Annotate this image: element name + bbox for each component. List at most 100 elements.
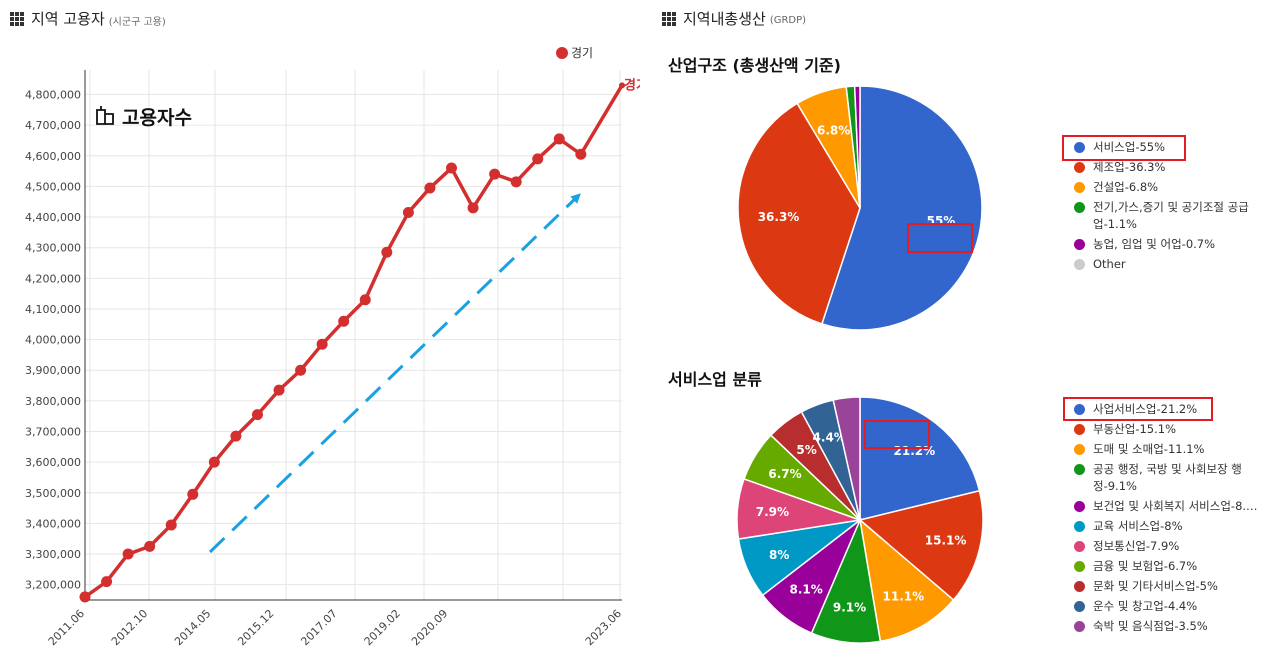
pie-slice bbox=[820, 85, 983, 331]
service-breakdown-title: 서비스업 분류 bbox=[668, 370, 762, 389]
legend-swatch bbox=[1074, 239, 1085, 250]
pie-slice-label: 8.1% bbox=[789, 583, 822, 597]
legend-label: 운수 및 창고업-4.4% bbox=[1093, 599, 1198, 613]
legend-swatch bbox=[556, 47, 568, 59]
legend-swatch bbox=[1074, 444, 1085, 455]
legend-item[interactable]: 교육 서비스업-8% bbox=[1074, 518, 1274, 535]
data-point bbox=[144, 540, 156, 552]
x-tick-label: 2012.10 bbox=[109, 607, 150, 648]
pie-slice-label: 6.7% bbox=[768, 467, 801, 481]
legend-item[interactable]: 공공 행정, 국방 및 사회보장 행정-9.1% bbox=[1074, 461, 1274, 495]
data-point bbox=[619, 82, 625, 89]
legend-item[interactable]: 숙박 및 음식점업-3.5% bbox=[1074, 618, 1274, 635]
data-point bbox=[122, 548, 134, 560]
legend-label: 문화 및 기타서비스업-5% bbox=[1093, 579, 1218, 593]
legend-label: 사업서비스업-21.2% bbox=[1093, 402, 1198, 416]
employment-panel-header: 지역 고용자 (시군구 고용) bbox=[10, 8, 166, 29]
series-end-label: 경기 bbox=[624, 77, 640, 93]
pie-slice-label: 7.9% bbox=[756, 505, 789, 519]
legend-item[interactable]: 보건업 및 사회복지 서비스업-8.… bbox=[1074, 498, 1274, 515]
legend-swatch bbox=[1074, 621, 1085, 632]
employment-panel-title: 지역 고용자 bbox=[31, 10, 105, 28]
building-icon bbox=[96, 106, 114, 125]
legend-item[interactable]: 전기,가스,증기 및 공기조절 공급업-1.1% bbox=[1074, 199, 1274, 233]
legend-item[interactable]: 제조업-36.3% bbox=[1074, 159, 1274, 176]
legend-swatch bbox=[1074, 424, 1085, 435]
legend-swatch bbox=[1074, 259, 1085, 270]
legend-swatch bbox=[1074, 601, 1085, 612]
y-tick-label: 4,500,000 bbox=[25, 180, 81, 193]
y-tick-label: 4,000,000 bbox=[25, 334, 81, 347]
y-tick-label: 3,800,000 bbox=[25, 395, 81, 408]
legend-swatch bbox=[1074, 182, 1085, 193]
x-tick-label: 2017.07 bbox=[298, 607, 339, 648]
y-tick-label: 3,500,000 bbox=[25, 487, 81, 500]
data-point bbox=[208, 456, 220, 468]
pie-slice-label: 5% bbox=[796, 443, 816, 457]
legend-item[interactable]: 농업, 임업 및 어업-0.7% bbox=[1074, 236, 1274, 253]
y-tick-label: 3,200,000 bbox=[25, 579, 81, 592]
pie-slice-label: 9.1% bbox=[833, 600, 866, 614]
legend-swatch bbox=[1074, 464, 1085, 475]
legend-item[interactable]: 부동산업-15.1% bbox=[1074, 421, 1274, 438]
legend-swatch bbox=[1074, 521, 1085, 532]
pie-slice bbox=[853, 85, 861, 209]
y-tick-label: 3,400,000 bbox=[25, 517, 81, 530]
y-tick-label: 3,300,000 bbox=[25, 548, 81, 561]
legend-swatch bbox=[1074, 501, 1085, 512]
data-point bbox=[230, 430, 242, 442]
trend-arrow bbox=[208, 193, 581, 554]
legend-item[interactable]: 사업서비스업-21.2% bbox=[1074, 401, 1274, 418]
data-point bbox=[424, 182, 436, 194]
data-point bbox=[446, 162, 458, 174]
legend-label: 숙박 및 음식점업-3.5% bbox=[1093, 619, 1208, 633]
highlight-box bbox=[1062, 135, 1186, 161]
legend-item[interactable]: 서비스업-55% bbox=[1074, 139, 1274, 156]
legend-swatch bbox=[1074, 541, 1085, 552]
y-tick-label: 3,600,000 bbox=[25, 456, 81, 469]
legend-label: 부동산업-15.1% bbox=[1093, 422, 1177, 436]
legend-swatch bbox=[1074, 561, 1085, 572]
legend-swatch bbox=[1074, 581, 1085, 592]
y-tick-label: 4,700,000 bbox=[25, 119, 81, 132]
y-tick-label: 3,700,000 bbox=[25, 426, 81, 439]
pie-slice-label: 36.3% bbox=[758, 210, 800, 224]
legend-label: 건설업-6.8% bbox=[1093, 180, 1159, 194]
legend-label: 경기 bbox=[571, 46, 593, 60]
legend-swatch bbox=[1074, 162, 1085, 173]
data-point bbox=[79, 591, 91, 603]
service-breakdown-legend: 사업서비스업-21.2% 부동산업-15.1% 도매 및 소매업-11.1% 공공 행… bbox=[1074, 401, 1274, 638]
data-point bbox=[489, 168, 501, 180]
legend-swatch bbox=[1074, 202, 1085, 213]
x-tick-label: 2015.12 bbox=[235, 607, 276, 648]
data-point bbox=[338, 315, 350, 327]
legend-label: 보건업 및 사회복지 서비스업-8.… bbox=[1093, 499, 1258, 513]
y-tick-label: 4,400,000 bbox=[25, 211, 81, 224]
data-point bbox=[165, 519, 177, 531]
grdp-panel-title: 지역내총생산 bbox=[683, 10, 766, 28]
y-tick-label: 4,300,000 bbox=[25, 242, 81, 255]
data-point bbox=[575, 148, 587, 160]
data-point bbox=[402, 206, 414, 218]
industry-structure-legend: 서비스업-55% 제조업-36.3% 건설업-6.8% 전기,가스,증기 및 공기조절… bbox=[1074, 139, 1274, 276]
legend-item[interactable]: Other bbox=[1074, 256, 1274, 273]
legend-label: 농업, 임업 및 어업-0.7% bbox=[1093, 237, 1216, 251]
y-tick-label: 3,900,000 bbox=[25, 364, 81, 377]
grid-icon bbox=[662, 11, 676, 26]
legend-item[interactable]: 도매 및 소매업-11.1% bbox=[1074, 441, 1274, 458]
x-tick-label: 2014.05 bbox=[172, 607, 213, 648]
legend-item[interactable]: 정보통신업-7.9% bbox=[1074, 538, 1274, 555]
legend-item[interactable]: 건설업-6.8% bbox=[1074, 179, 1274, 196]
employment-line-chart: 3,200,000 3,300,000 3,400,000 3,500,000 3,60… bbox=[25, 46, 640, 648]
legend-item[interactable]: 금융 및 보험업-6.7% bbox=[1074, 558, 1274, 575]
data-point bbox=[553, 133, 565, 145]
legend-item[interactable]: 운수 및 창고업-4.4% bbox=[1074, 598, 1274, 615]
pie-slice-label: 6.8% bbox=[817, 123, 850, 137]
legend-item[interactable]: 문화 및 기타서비스업-5% bbox=[1074, 578, 1274, 595]
pie-slice-label: 11.1% bbox=[883, 590, 925, 604]
data-point bbox=[510, 176, 522, 188]
legend-label: 도매 및 소매업-11.1% bbox=[1093, 442, 1205, 456]
legend-label: 제조업-36.3% bbox=[1093, 160, 1166, 174]
data-point bbox=[467, 202, 479, 214]
x-tick-label: 2020.09 bbox=[409, 607, 450, 648]
